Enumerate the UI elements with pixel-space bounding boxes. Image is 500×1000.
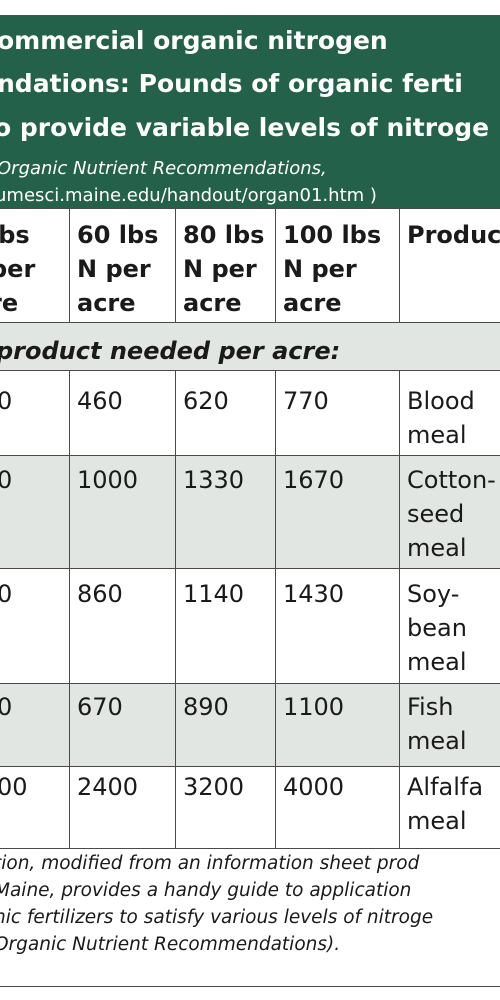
column-header-40-lbs: lbs per re <box>0 221 36 317</box>
grid-col-2-body <box>175 370 176 848</box>
row-shade-fish <box>0 683 500 766</box>
grid-line-table-bottom <box>0 848 500 849</box>
table-row-soybean-80: 1140 <box>183 580 245 608</box>
grid-line-row-2 <box>0 568 500 569</box>
caption-line-4: Organic Nutrient Recommendations). <box>0 934 341 955</box>
table-row-alfalfa-product: Alfalfa meal <box>407 773 484 835</box>
grid-col-1-body <box>69 370 70 848</box>
source-line-2: umesci.maine.edu/handout/organ01.htm ) <box>0 185 377 206</box>
grid-line-row-4 <box>0 766 500 767</box>
grid-col-4-body <box>399 370 400 848</box>
section-label-band <box>0 322 500 370</box>
column-header-product: Produc <box>407 221 500 249</box>
caption-line-2: Maine, provides a handy guide to applica… <box>0 880 412 901</box>
caption-line-1: tion, modified from an information sheet… <box>0 853 420 874</box>
table-row-fish-100: 1100 <box>283 693 345 721</box>
table-row-blood-meal-100: 770 <box>283 387 329 415</box>
grid-col-2-head <box>175 208 176 322</box>
table-row-soybean-40: 0 <box>0 580 13 608</box>
title-line-3: o provide variable levels of nitroge <box>0 113 490 142</box>
table-title-block: ommercial organic nitrogen ndations: Pou… <box>0 15 500 208</box>
table-row-alfalfa-80: 3200 <box>183 773 245 801</box>
column-header-100-lbs: 100 lbs N per acre <box>283 221 382 317</box>
title-line-2: ndations: Pounds of organic ferti <box>0 69 463 98</box>
table-row-soybean-60: 860 <box>77 580 123 608</box>
grid-col-1-head <box>69 208 70 322</box>
table-row-fish-product: Fish meal <box>407 693 467 755</box>
figure-bottom-rule <box>0 986 500 987</box>
table-row-blood-meal-40: 0 <box>0 387 13 415</box>
caption-line-3: nic fertilizers to satisfy various level… <box>0 907 434 928</box>
grid-col-4-head <box>399 208 400 322</box>
table-row-fish-80: 890 <box>183 693 229 721</box>
table-row-alfalfa-40: 00 <box>0 773 28 801</box>
table-row-cottonseed-100: 1670 <box>283 466 345 494</box>
table-row-soybean-100: 1430 <box>283 580 345 608</box>
table-row-fish-40: 0 <box>0 693 13 721</box>
source-line-1: Organic Nutrient Recommendations, <box>0 158 327 179</box>
section-label: product needed per acre: <box>0 337 341 365</box>
grid-line-top <box>0 208 500 209</box>
table-row-alfalfa-60: 2400 <box>77 773 139 801</box>
grid-col-3-body <box>275 370 276 848</box>
table-row-soybean-product: Soy- bean meal <box>407 580 467 676</box>
table-row-blood-meal-product: Blood meal <box>407 387 475 449</box>
column-header-80-lbs: 80 lbs N per acre <box>183 221 265 317</box>
row-shade-cottonseed <box>0 455 500 568</box>
title-line-1: ommercial organic nitrogen <box>0 26 388 55</box>
table-row-fish-60: 670 <box>77 693 123 721</box>
grid-line-header-bottom <box>0 322 500 323</box>
table-row-cottonseed-80: 1330 <box>183 466 245 494</box>
grid-col-3-head <box>275 208 276 322</box>
grid-line-section-bottom <box>0 370 500 371</box>
column-header-60-lbs: 60 lbs N per acre <box>77 221 159 317</box>
table-row-cottonseed-40: 0 <box>0 466 13 494</box>
grid-line-row-1 <box>0 455 500 456</box>
table-row-blood-meal-80: 620 <box>183 387 229 415</box>
table-row-alfalfa-100: 4000 <box>283 773 345 801</box>
grid-line-row-3 <box>0 683 500 684</box>
table-row-blood-meal-60: 460 <box>77 387 123 415</box>
table-row-cottonseed-60: 1000 <box>77 466 139 494</box>
table-row-cottonseed-product: Cotton- seed meal <box>407 466 496 562</box>
